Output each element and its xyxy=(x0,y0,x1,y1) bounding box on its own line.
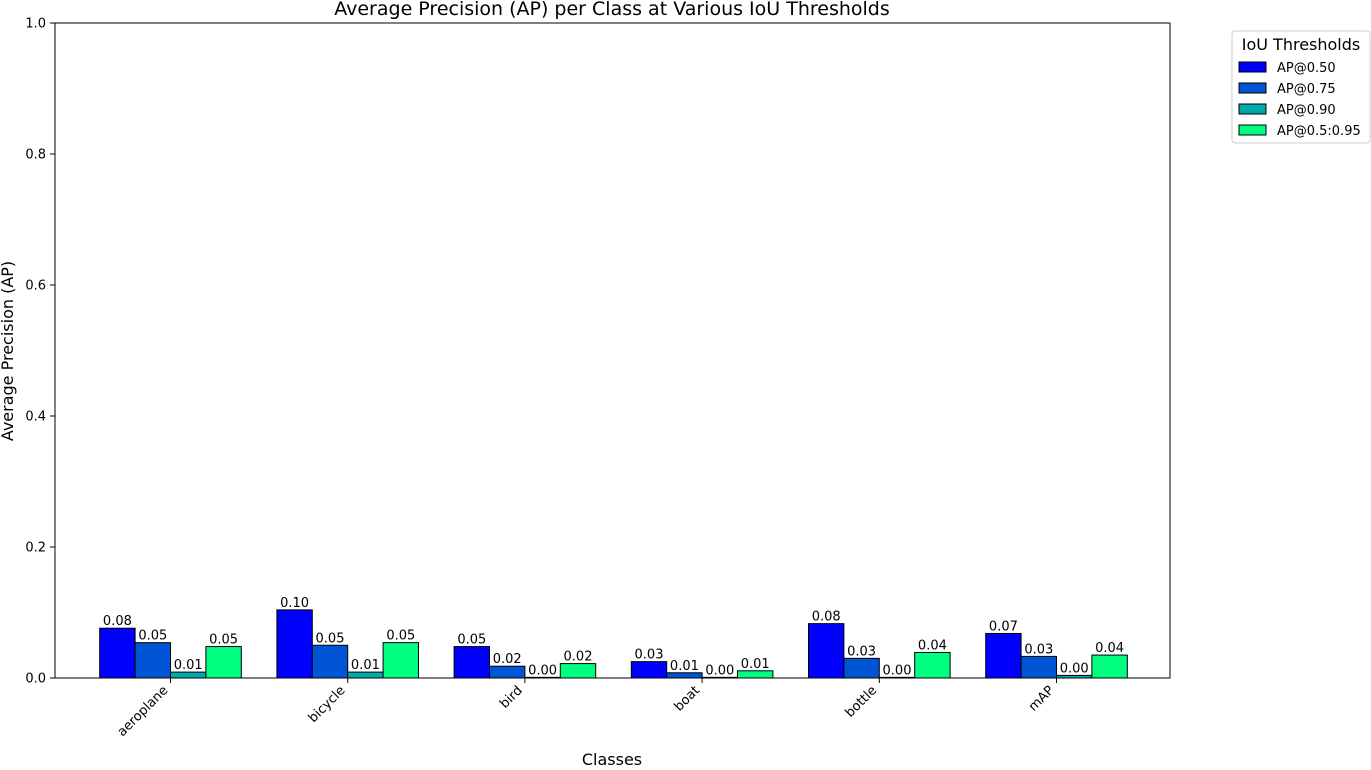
legend-entry-label: AP@0.5:0.95 xyxy=(1277,124,1361,139)
legend-entry-label: AP@0.75 xyxy=(1277,82,1336,97)
x-axis: aeroplane bicycle bird boat bottle mAP xyxy=(115,678,1058,740)
y-tick-label: 0.4 xyxy=(25,410,46,425)
bar-value-label: 0.03 xyxy=(847,644,876,659)
bar-value-label: 0.01 xyxy=(351,658,380,673)
legend-entry-label: AP@0.90 xyxy=(1277,103,1336,118)
bar-bicycle-3 xyxy=(382,642,420,679)
bar-value-label: 0.00 xyxy=(528,663,557,678)
plot-area-frame xyxy=(54,22,1171,679)
x-axis-title: Classes xyxy=(582,750,642,769)
bar-mAP-1 xyxy=(1020,655,1057,679)
bar-bird-3 xyxy=(559,663,597,679)
bar-value-label: 0.03 xyxy=(1024,642,1053,657)
bar-value-label: 0.02 xyxy=(564,650,593,665)
y-tick-label: 0.8 xyxy=(25,148,46,163)
bar-value-label: 0.02 xyxy=(493,652,522,667)
legend-title: IoU Thresholds xyxy=(1242,35,1361,54)
bar-bird-1 xyxy=(489,665,526,679)
x-tick-label: mAP xyxy=(1026,683,1058,715)
bar-value-label: 0.00 xyxy=(705,663,734,678)
bar-aeroplane-1 xyxy=(134,642,172,679)
y-tick-label: 0.6 xyxy=(25,279,46,294)
bar-bicycle-1 xyxy=(311,644,349,679)
x-tick-label: bottle xyxy=(843,683,880,720)
y-axis-title: Average Precision (AP) xyxy=(0,261,17,441)
bar-value-label: 0.05 xyxy=(138,629,167,644)
bar-value-label: 0.07 xyxy=(989,619,1018,634)
bar-bicycle-0 xyxy=(276,609,313,679)
bar-value-label: 0.05 xyxy=(457,633,486,648)
legend-swatch xyxy=(1238,124,1267,136)
x-tick-label: boat xyxy=(672,683,703,714)
y-tick-label: 0.0 xyxy=(25,672,46,687)
bar-value-label: 0.00 xyxy=(883,663,912,678)
bar-boat-3 xyxy=(737,670,774,679)
bar-value-label: 0.08 xyxy=(812,610,841,625)
y-tick-label: 0.2 xyxy=(25,541,46,556)
bar-value-label: 0.01 xyxy=(670,659,699,674)
x-tick-label: bird xyxy=(497,683,525,711)
chart-title: Average Precision (AP) per Class at Vari… xyxy=(334,0,890,20)
bar-mAP-0 xyxy=(985,632,1022,679)
bar-value-label: 0.05 xyxy=(386,629,415,644)
bars-group: 0.08 0.05 0.01 0.05 0.10 0.05 0.01 0.05 0.05 0.02… xyxy=(99,596,1128,679)
legend-entry-label: AP@0.50 xyxy=(1277,61,1336,76)
bar-bottle-3 xyxy=(914,651,951,679)
legend-swatch xyxy=(1238,61,1267,73)
bar-value-label: 0.01 xyxy=(174,658,203,673)
bar-bottle-0 xyxy=(808,623,845,679)
bar-value-label: 0.03 xyxy=(635,648,664,663)
x-tick-label: bicycle xyxy=(306,683,349,726)
bar-aeroplane-0 xyxy=(99,627,136,679)
legend-swatch xyxy=(1238,82,1267,94)
bar-value-label: 0.00 xyxy=(1060,661,1089,676)
legend-frame xyxy=(1231,30,1371,144)
bar-boat-0 xyxy=(630,661,668,679)
bar-value-label: 0.08 xyxy=(103,614,132,629)
bar-bottle-1 xyxy=(843,657,880,679)
legend: IoU Thresholds AP@0.50 AP@0.75 AP@0.90 AP@0… xyxy=(1231,30,1371,144)
bar-bird-0 xyxy=(453,646,491,679)
bar-value-label: 0.05 xyxy=(316,631,345,646)
legend-swatch xyxy=(1238,103,1267,115)
bar-mAP-3 xyxy=(1091,654,1128,679)
bar-aeroplane-3 xyxy=(205,646,242,679)
bar-value-label: 0.04 xyxy=(1095,641,1124,656)
y-axis: 0.0 0.2 0.4 0.6 0.8 1.0 xyxy=(25,17,55,687)
bar-value-label: 0.04 xyxy=(918,638,947,653)
x-tick-label: aeroplane xyxy=(115,683,172,740)
y-tick-label: 1.0 xyxy=(25,17,46,32)
bar-value-label: 0.01 xyxy=(741,657,770,672)
bar-value-label: 0.05 xyxy=(209,633,238,648)
bar-value-label: 0.10 xyxy=(280,596,309,611)
